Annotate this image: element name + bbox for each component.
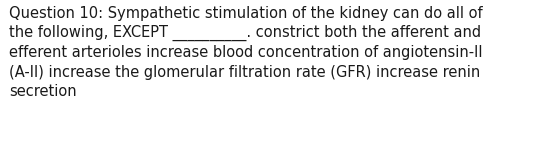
Text: Question 10: Sympathetic stimulation of the kidney can do all of
the following, : Question 10: Sympathetic stimulation of … [9,6,483,99]
